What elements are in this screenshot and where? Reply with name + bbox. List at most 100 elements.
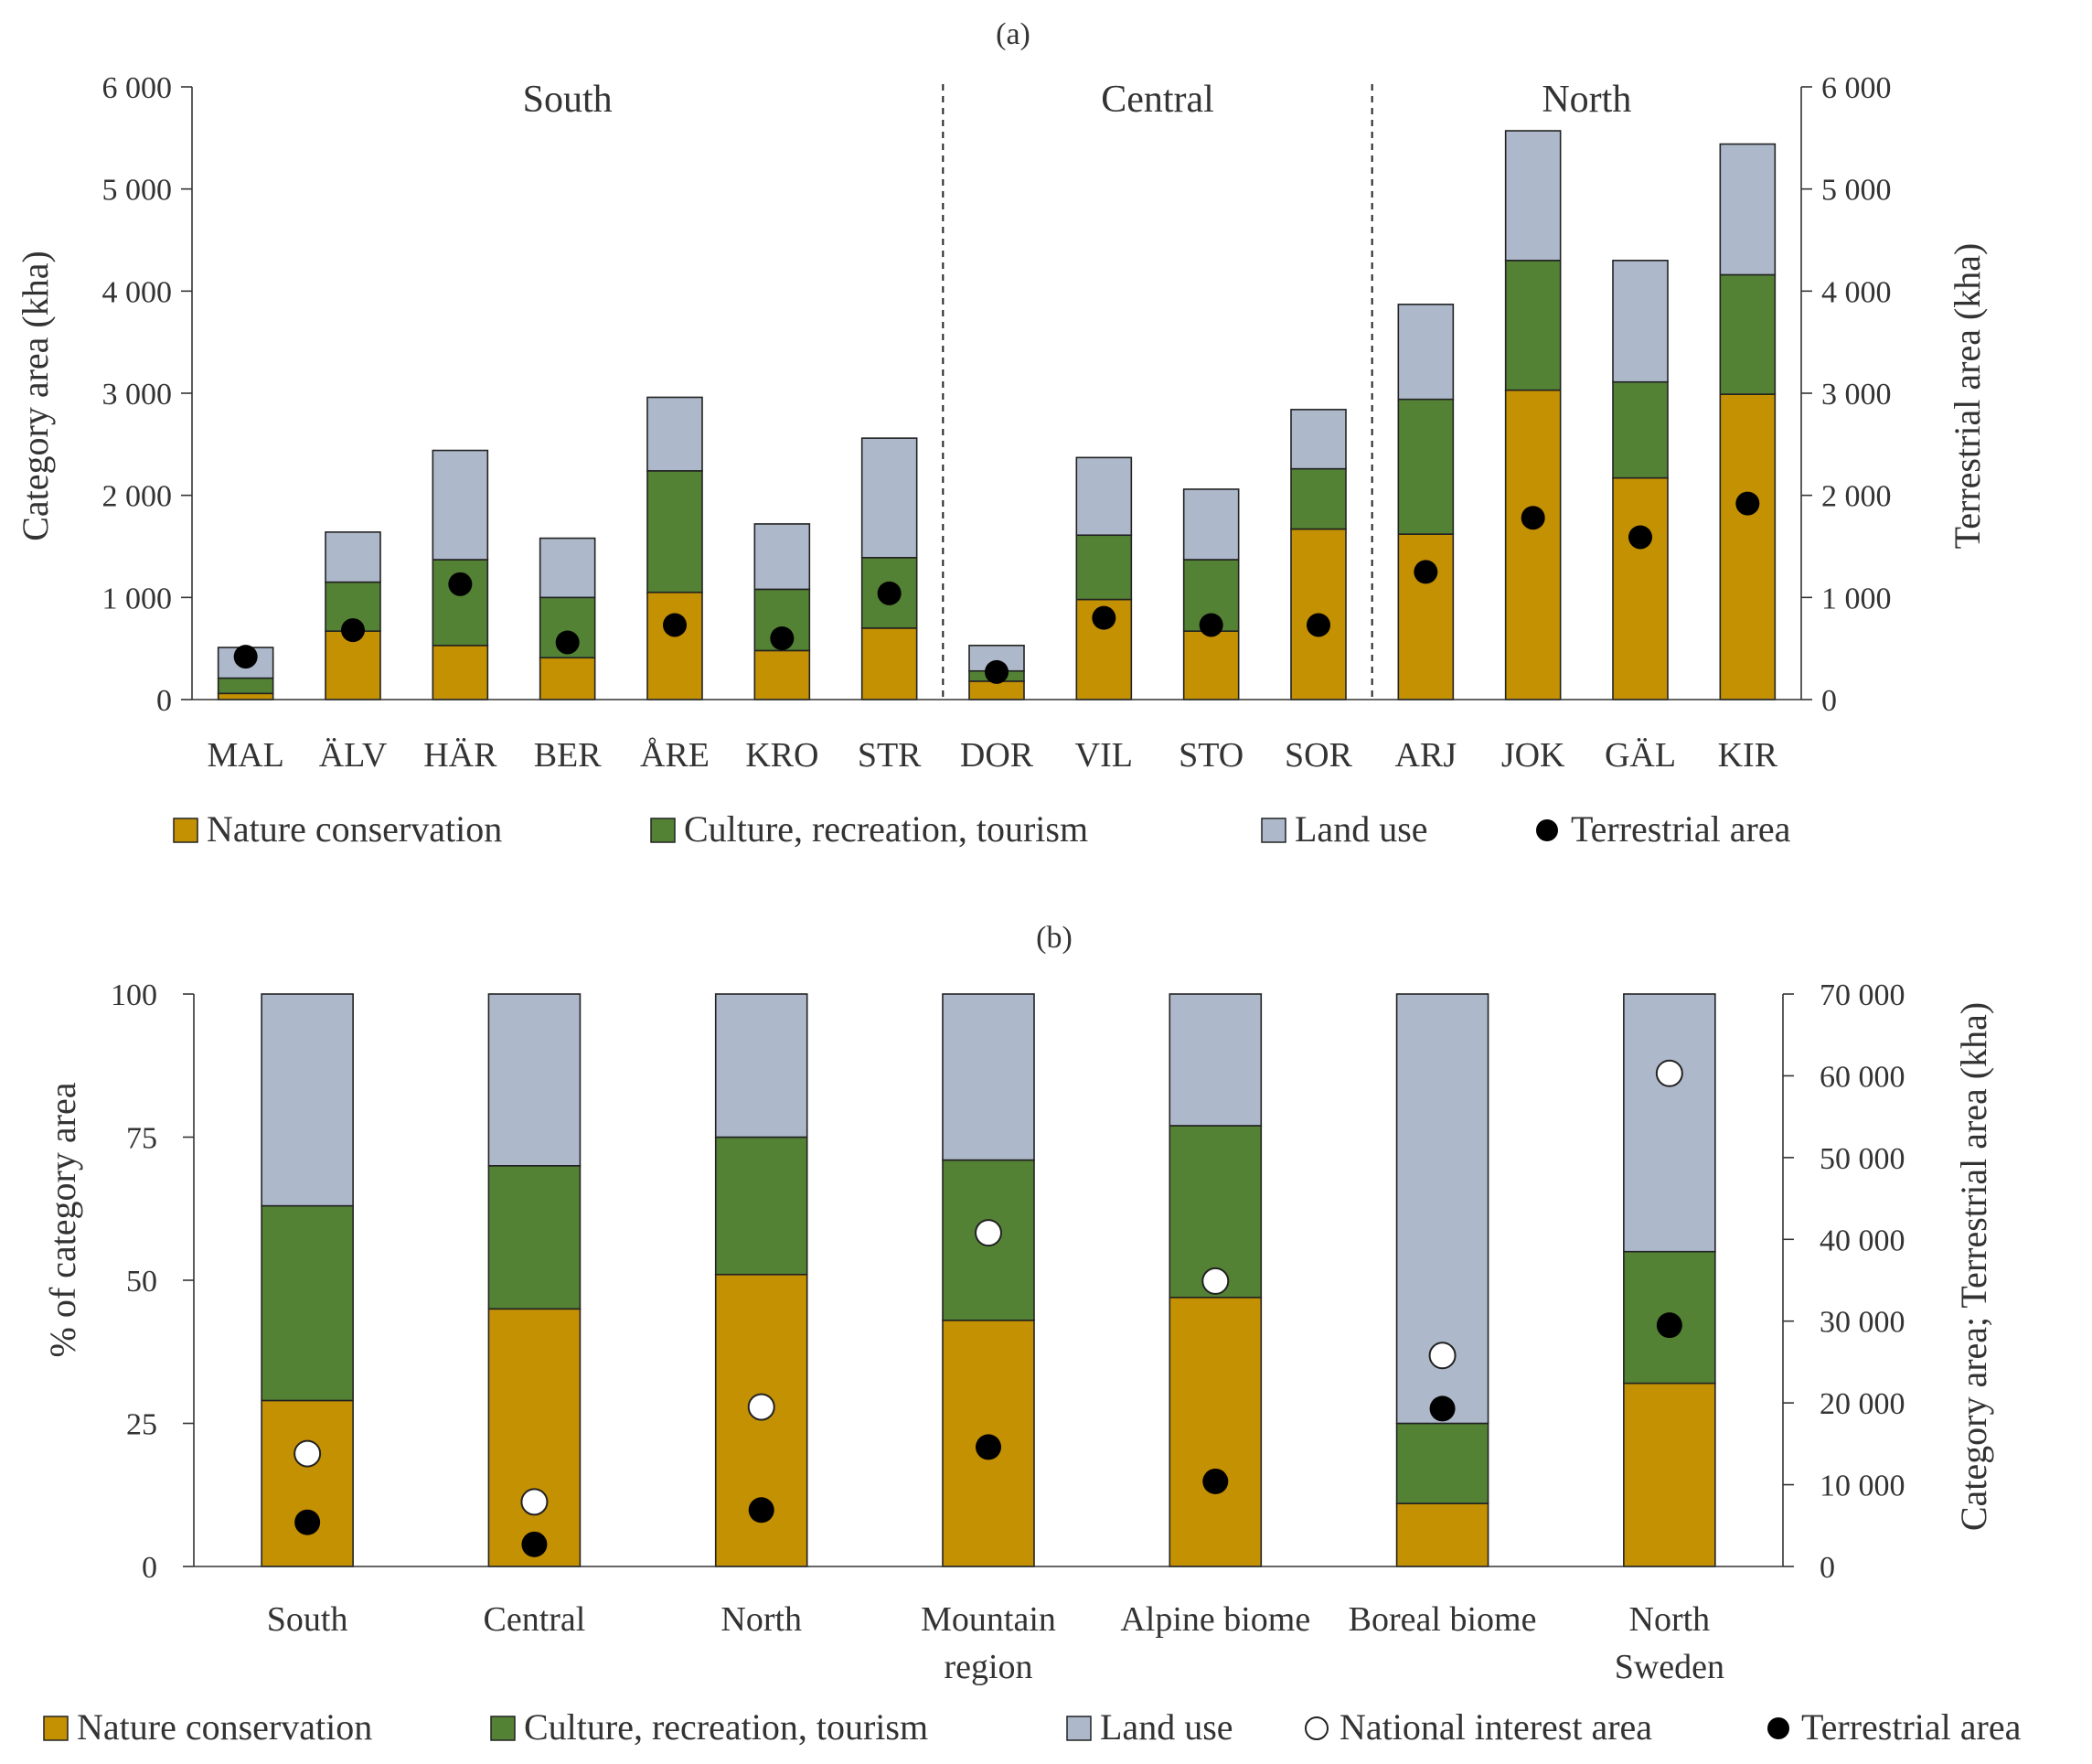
tick-label-a-right-4: 4 000 [1821, 275, 1892, 309]
point-a-terrestrial-SOR [1307, 613, 1330, 637]
tick-label-b-left-1: 25 [126, 1408, 157, 1442]
tick-label-b-x-1: Central [483, 1600, 585, 1639]
point-b-national-0 [294, 1439, 322, 1468]
point-a-terrestrial-HÄR [448, 572, 473, 596]
bar-a-landuse-GÄL [1612, 260, 1669, 383]
bar-b-landuse-6 [1623, 993, 1716, 1253]
bar-a-landuse-ÅRE [646, 396, 703, 472]
tick-label-a-left-4: 4 000 [102, 275, 173, 309]
tick-label-a-left-5: 5 000 [102, 174, 173, 208]
tick-label-b-x-3: Mountain region [921, 1600, 1056, 1686]
tick-label-b-left-0: 0 [142, 1551, 157, 1585]
bar-a-landuse-VIL [1075, 456, 1133, 537]
tick-label-a-left-0: 0 [156, 684, 172, 718]
panel-a: (a) Category area (kha) Terrestrial area… [15, 17, 1988, 850]
panel-b: (b) % of category area Category area; Te… [42, 921, 2022, 1748]
bar-a-nature-HÄR [432, 645, 489, 700]
point-b-national-4 [1201, 1267, 1230, 1295]
point-a-terrestrial-ÄLV [341, 618, 365, 643]
bar-b-nature-1 [487, 1308, 582, 1567]
tick-label-a-x-4: ÅRE [640, 736, 710, 775]
bar-b-culture-5 [1395, 1422, 1489, 1504]
point-a-terrestrial-BER [555, 630, 580, 655]
tick-label-a-x-7: DOR [960, 736, 1034, 775]
tick-label-b-right-1: 10 000 [1820, 1470, 1905, 1503]
bar-a-landuse-KIR [1719, 143, 1777, 276]
legend-a-nature-swatch [173, 818, 198, 843]
tick-label-b-x-6: North Sweden [1615, 1600, 1724, 1686]
tick-label-a-x-14: KIR [1718, 736, 1778, 775]
tick-label-a-right-1: 1 000 [1821, 582, 1892, 615]
point-a-terrestrial-STO [1199, 613, 1223, 637]
bar-a-nature-STO [1182, 630, 1240, 700]
bar-a-landuse-SOR [1290, 409, 1347, 470]
point-b-terrestrial-6 [1656, 1312, 1682, 1339]
tick-label-a-x-10: SOR [1285, 736, 1353, 775]
tick-label-b-right-6: 60 000 [1820, 1060, 1905, 1094]
legend-a-landuse-swatch [1261, 818, 1286, 843]
bar-a-nature-STR [860, 627, 918, 700]
point-a-terrestrial-ÅRE [663, 613, 687, 637]
legend-b-culture-label: Culture, recreation, tourism [524, 1706, 928, 1748]
point-b-national-3 [975, 1219, 1002, 1247]
bar-a-landuse-STR [860, 437, 918, 559]
bar-a-landuse-JOK [1504, 130, 1562, 262]
tick-label-b-left-2: 50 [126, 1265, 157, 1299]
bar-b-culture-0 [261, 1204, 354, 1402]
bar-a-nature-GÄL [1612, 476, 1669, 700]
bar-a-nature-KRO [753, 649, 811, 700]
tick-label-a-x-13: GÄL [1605, 736, 1676, 775]
bar-a-culture-KIR [1719, 273, 1777, 395]
tick-label-a-x-8: VIL [1075, 736, 1133, 775]
point-b-terrestrial-3 [976, 1434, 1001, 1460]
tick-label-b-x-6-line-1: Sweden [1615, 1648, 1724, 1686]
bar-b-landuse-1 [487, 993, 582, 1167]
legend-a-nature-label: Nature conservation [207, 808, 502, 850]
bar-b-landuse-4 [1169, 993, 1263, 1127]
tick-label-a-x-9: STO [1179, 736, 1243, 775]
tick-label-b-x-6-line-0: North [1629, 1600, 1711, 1639]
tick-label-a-x-2: HÄR [423, 736, 497, 775]
panel-b-legend: Nature conservation Culture, recreation,… [43, 1706, 2022, 1748]
bar-a-culture-GÄL [1612, 380, 1669, 479]
bar-a-nature-ÅRE [646, 591, 703, 700]
bar-b-nature-0 [261, 1399, 354, 1567]
tick-label-a-x-3: BER [534, 736, 603, 775]
bar-b-culture-1 [487, 1165, 582, 1310]
legend-b-landuse-swatch [1066, 1716, 1092, 1741]
tick-label-a-right-3: 3 000 [1821, 378, 1892, 412]
panel-a-right-axis-label: Terrestrial area (kha) [1947, 243, 1988, 550]
tick-label-a-left-2: 2 000 [102, 480, 173, 514]
panel-b-left-axis-label: % of category area [42, 1082, 83, 1357]
group-label-a-0: South [523, 79, 613, 121]
point-b-national-2 [747, 1393, 775, 1421]
bar-b-nature-6 [1623, 1382, 1716, 1567]
legend-b-national-label: National interest area [1340, 1706, 1652, 1748]
panel-b-title: (b) [1036, 921, 1073, 955]
tick-label-b-left-4: 100 [111, 978, 157, 1012]
bar-a-culture-ÅRE [646, 470, 703, 593]
tick-label-a-left-3: 3 000 [102, 378, 173, 412]
point-b-terrestrial-5 [1429, 1395, 1456, 1422]
bar-a-culture-SOR [1290, 467, 1347, 530]
bar-b-culture-2 [714, 1136, 808, 1276]
point-b-terrestrial-1 [521, 1531, 548, 1557]
bar-a-nature-BER [539, 657, 596, 700]
point-a-terrestrial-GÄL [1628, 525, 1652, 550]
legend-a-terrestrial-label: Terrestrial area [1571, 808, 1791, 850]
bar-a-landuse-KRO [753, 523, 811, 591]
bar-a-nature-JOK [1504, 389, 1562, 700]
tick-label-a-x-6: STR [858, 736, 922, 775]
tick-label-b-x-0: South [267, 1600, 348, 1639]
tick-label-b-x-2: North [720, 1600, 802, 1639]
tick-label-a-left-6: 6 000 [102, 71, 173, 105]
tick-label-b-right-4: 40 000 [1820, 1224, 1905, 1257]
legend-b-nature-swatch [43, 1716, 69, 1741]
tick-label-b-x-3-line-0: Mountain [921, 1600, 1056, 1639]
bar-b-nature-4 [1169, 1296, 1263, 1567]
point-a-terrestrial-JOK [1521, 506, 1545, 530]
bar-a-culture-VIL [1075, 534, 1133, 601]
tick-label-a-x-1: ÄLV [319, 736, 388, 775]
tick-label-b-right-2: 20 000 [1820, 1387, 1905, 1421]
